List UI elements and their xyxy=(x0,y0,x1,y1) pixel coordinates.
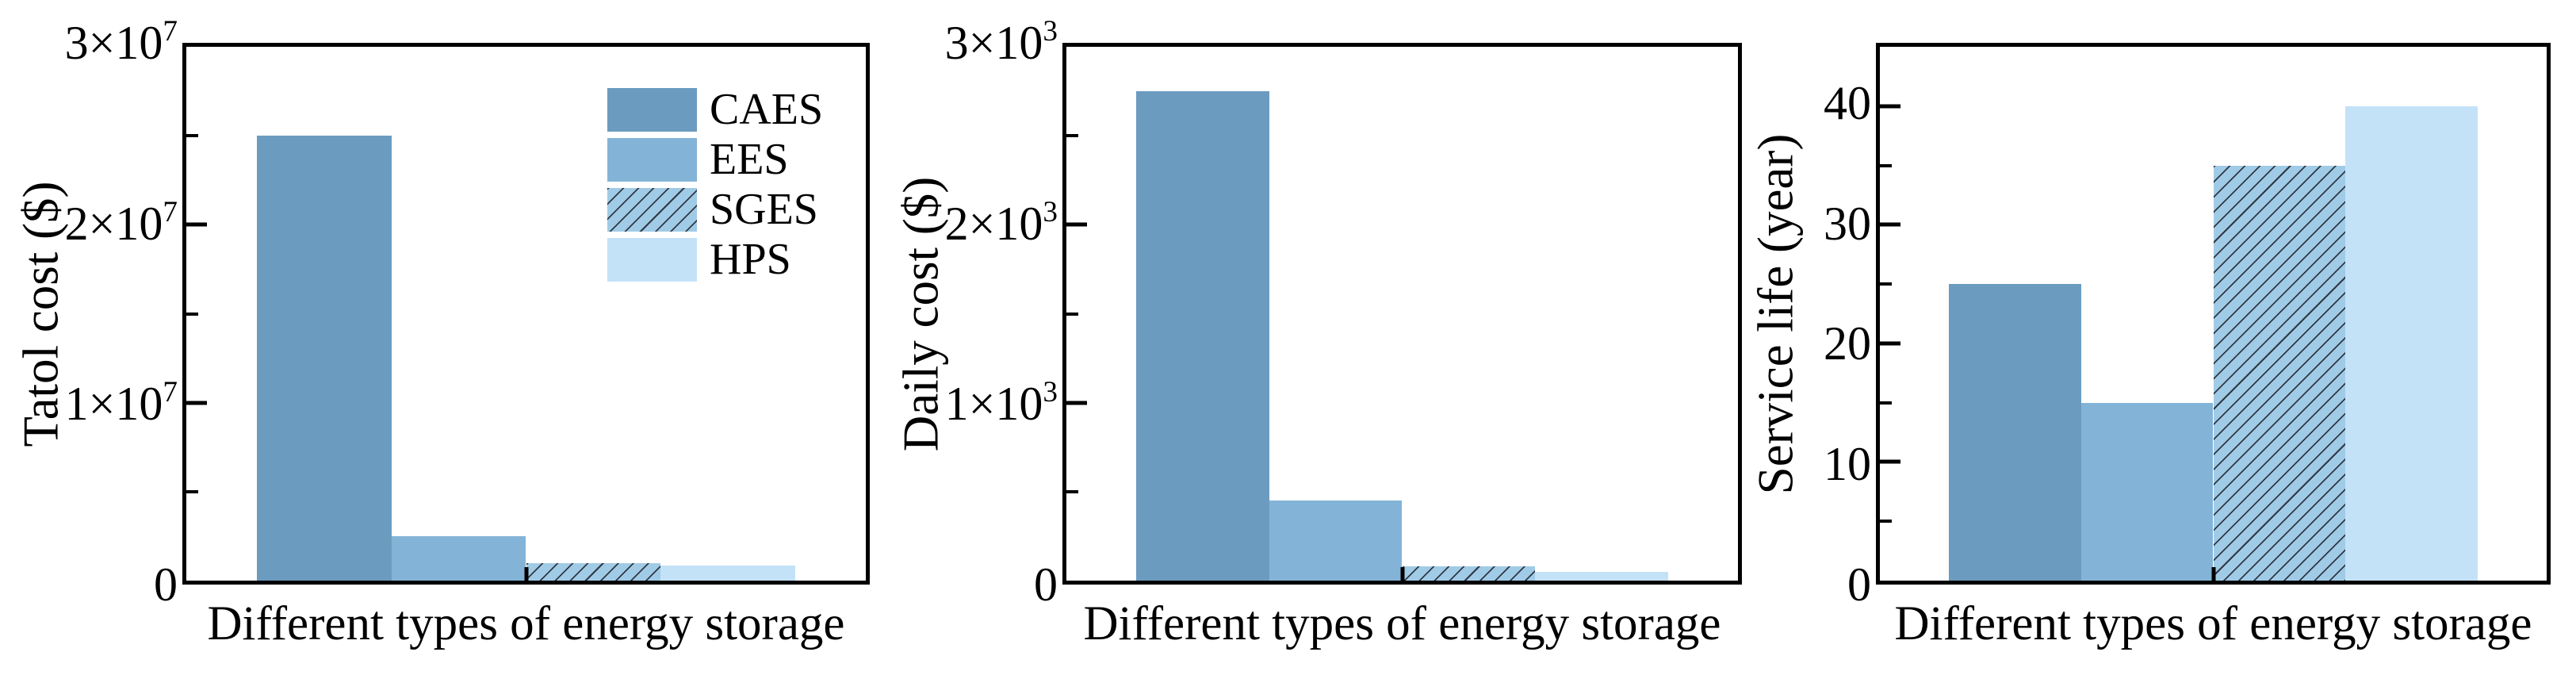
y-major-tick xyxy=(186,222,207,227)
legend-swatch-caes xyxy=(607,88,697,132)
bar-sges xyxy=(2213,165,2346,581)
legend-entry-sges: SGES xyxy=(607,185,823,234)
y-tick-label: 3×107 xyxy=(64,15,178,69)
y-major-tick xyxy=(1880,459,1900,464)
y-minor-tick xyxy=(186,312,198,316)
y-tick-label: 20 xyxy=(1824,317,1871,370)
plot-frame xyxy=(1876,43,2551,585)
y-minor-tick xyxy=(1880,163,1892,167)
bar-hps xyxy=(2345,105,2478,581)
y-minor-tick xyxy=(1066,134,1078,138)
y-tick-label: 1×103 xyxy=(944,376,1058,431)
y-tick-label: 1×107 xyxy=(64,376,178,431)
y-minor-tick xyxy=(1066,489,1078,493)
bars-area xyxy=(1880,47,2547,581)
x-axis-title: Different types of energy storage xyxy=(207,597,845,650)
y-minor-tick xyxy=(1066,312,1078,316)
y-tick-label: 0 xyxy=(1034,558,1058,611)
y-minor-tick xyxy=(1880,401,1892,405)
bar-ees xyxy=(1269,500,1403,581)
y-tick-label: 2×107 xyxy=(64,195,178,250)
y-ticks xyxy=(1066,47,1738,581)
legend-swatch-ees xyxy=(607,138,697,182)
bars-area xyxy=(186,47,866,581)
bar-ees xyxy=(2080,402,2214,581)
y-tick-label: 2×103 xyxy=(944,195,1058,250)
bar-sges xyxy=(1402,566,1536,581)
bar-ees xyxy=(391,535,526,581)
x-axis-tick xyxy=(1400,567,1404,581)
y-major-tick xyxy=(1880,222,1900,227)
y-minor-tick xyxy=(1880,520,1892,524)
y-tick-label: 3×103 xyxy=(944,15,1058,69)
y-tick-labels: 40 30 20 10 0 xyxy=(1721,43,1871,608)
x-axis-tick xyxy=(524,567,528,581)
x-axis-tick xyxy=(2211,567,2215,581)
y-major-tick xyxy=(1880,104,1900,109)
bar-hps xyxy=(660,565,795,581)
legend-entry-hps: HPS xyxy=(607,235,823,284)
bars-area xyxy=(1066,47,1738,581)
plot-frame xyxy=(182,43,870,585)
legend-label: HPS xyxy=(710,235,791,284)
y-minor-tick xyxy=(186,489,198,493)
y-major-tick xyxy=(186,401,207,405)
y-ticks xyxy=(186,47,866,581)
legend-label: SGES xyxy=(710,185,818,234)
y-tick-label: 30 xyxy=(1824,197,1871,250)
y-tick-label: 40 xyxy=(1824,76,1871,129)
y-major-tick xyxy=(1066,401,1087,405)
y-major-tick xyxy=(1066,222,1087,227)
legend-entry-caes: CAES xyxy=(607,85,824,134)
legend-label: CAES xyxy=(710,85,824,134)
bar-hps xyxy=(1535,571,1668,581)
plot-frame xyxy=(1062,43,1742,585)
x-axis-title: Different types of energy storage xyxy=(1083,597,1721,650)
bar-sges xyxy=(526,562,661,581)
y-major-tick xyxy=(1880,341,1900,346)
legend-label: EES xyxy=(710,135,789,184)
y-tick-labels: 3×103 2×103 1×103 0 xyxy=(907,17,1058,608)
legend-swatch-hps xyxy=(607,238,697,282)
y-tick-label: 0 xyxy=(154,558,178,611)
bar-caes xyxy=(1949,284,2081,581)
bar-caes xyxy=(257,136,392,581)
bar-caes xyxy=(1136,91,1269,581)
y-tick-labels: 3×107 2×107 1×107 0 xyxy=(27,17,178,608)
y-tick-label: 0 xyxy=(1847,558,1871,611)
legend-entry-ees: EES xyxy=(607,135,823,184)
y-minor-tick xyxy=(1880,282,1892,286)
legend-swatch-sges xyxy=(607,188,697,232)
x-axis-title: Different types of energy storage xyxy=(1894,597,2532,650)
y-tick-label: 10 xyxy=(1824,438,1871,491)
y-minor-tick xyxy=(186,134,198,138)
legend: CAES EES SGES HPS xyxy=(607,85,824,288)
y-ticks xyxy=(1880,47,2547,581)
